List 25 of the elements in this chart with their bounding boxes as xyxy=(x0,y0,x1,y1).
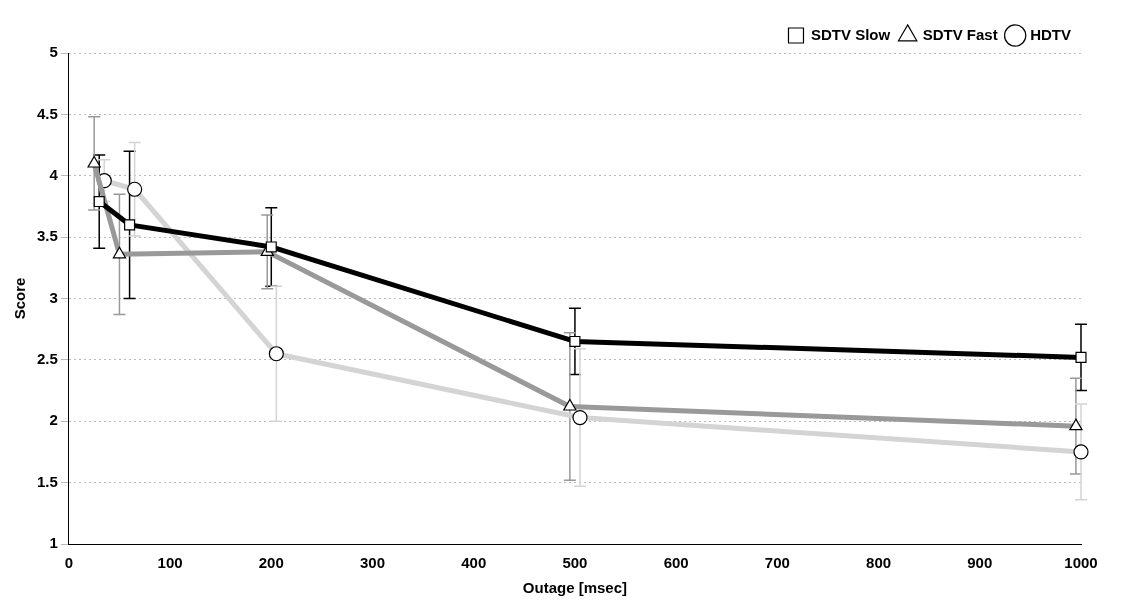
x-tick-label: 700 xyxy=(764,554,790,572)
x-tick-label: 600 xyxy=(663,554,689,572)
x-tick-label: 400 xyxy=(461,554,487,572)
legend-label: HDTV xyxy=(1030,25,1072,43)
y-tick-label: 2.5 xyxy=(36,350,58,368)
y-tick-label: 3.5 xyxy=(36,227,58,245)
y-tick-label: 5 xyxy=(49,43,58,61)
x-tick-label: 0 xyxy=(64,554,74,572)
legend-label: SDTV Slow xyxy=(810,25,891,43)
x-tick-label: 1000 xyxy=(1064,554,1098,572)
y-tick-label: 2 xyxy=(49,411,58,429)
y-tick-label: 4 xyxy=(49,165,59,183)
y-tick-label: 4.5 xyxy=(36,104,58,122)
y-tick-label: 1 xyxy=(49,534,58,552)
legend-label: SDTV Fast xyxy=(922,25,998,43)
x-tick-label: 800 xyxy=(866,554,892,572)
y-tick-label: 3 xyxy=(49,288,58,306)
x-tick-label: 300 xyxy=(359,554,386,572)
x-tick-label: 900 xyxy=(967,554,993,572)
y-axis-title: Score xyxy=(11,277,29,320)
x-tick-label: 100 xyxy=(157,554,183,572)
y-tick-label: 1.5 xyxy=(36,472,58,490)
x-tick-label: 200 xyxy=(258,554,284,572)
x-axis-title: Outage [msec] xyxy=(522,579,628,597)
x-tick-label: 500 xyxy=(562,554,588,572)
